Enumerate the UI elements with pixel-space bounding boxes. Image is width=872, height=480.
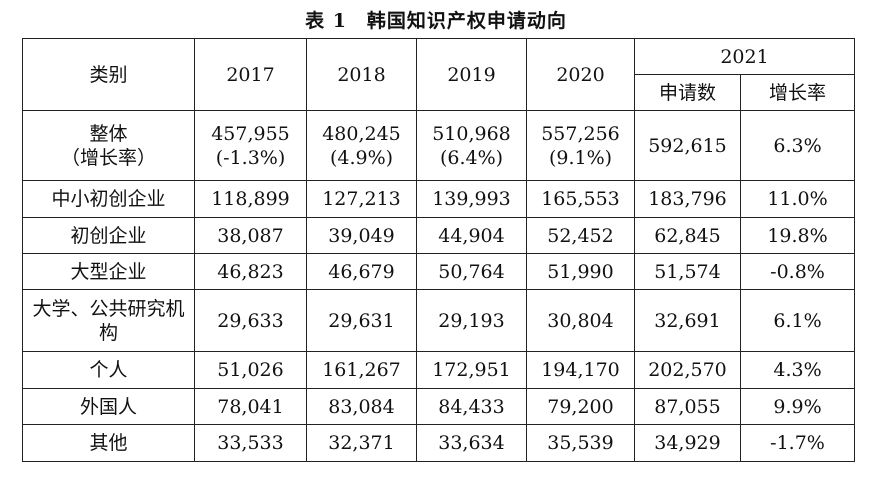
row-category: 大学、公共研究机 构 xyxy=(22,289,195,352)
cell-2021-growth: -0.8% xyxy=(739,253,856,290)
growth-note: (9.1%) xyxy=(548,146,613,169)
header-year-2018: 2018 xyxy=(306,38,417,111)
table-row: 个人 51,026 161,267 172,951 194,170 202,57… xyxy=(22,351,856,389)
cell-2017: 46,823 xyxy=(194,253,307,290)
cell-2019: 29,193 xyxy=(416,289,527,352)
cell-2020: 165,553 xyxy=(526,180,635,218)
cell-2017: 118,899 xyxy=(194,180,307,218)
cell-2018: 83,084 xyxy=(306,388,417,425)
cell-2020: 35,539 xyxy=(526,424,635,462)
cell-2019: 510,968 (6.4%) xyxy=(416,110,527,181)
table-row: 中小初创企业 118,899 127,213 139,993 165,553 1… xyxy=(22,180,856,218)
cell-2021-growth: 11.0% xyxy=(739,180,856,218)
cell-2021-applications: 592,615 xyxy=(634,110,741,181)
row-category: 大型企业 xyxy=(22,253,195,290)
table-row: 初创企业 38,087 39,049 44,904 52,452 62,845 … xyxy=(22,217,856,254)
header-year-2017: 2017 xyxy=(194,38,307,111)
cell-2020: 79,200 xyxy=(526,388,635,425)
category-note: （增长率） xyxy=(60,146,156,169)
cell-2018: 480,245 (4.9%) xyxy=(306,110,417,181)
row-category: 其他 xyxy=(22,424,195,462)
cell-2021-growth: 4.3% xyxy=(739,351,856,389)
ip-application-table: 类别 2017 2018 2019 2020 2021 申请数 增长率 整体 （… xyxy=(22,38,856,462)
growth-note: (-1.3%) xyxy=(215,146,286,169)
header-year-2019: 2019 xyxy=(416,38,527,111)
cell-2017: 38,087 xyxy=(194,217,307,254)
cell-2018: 29,631 xyxy=(306,289,417,352)
cell-2020: 557,256 (9.1%) xyxy=(526,110,635,181)
cell-2019: 44,904 xyxy=(416,217,527,254)
growth-note: (4.9%) xyxy=(329,146,394,169)
cell-2018: 161,267 xyxy=(306,351,417,389)
table-title: 表 1 韩国知识产权申请动向 xyxy=(305,10,567,32)
table-row: 整体 （增长率） 457,955 (-1.3%) 480,245 (4.9%) 51… xyxy=(22,110,856,181)
cell-2021-applications: 51,574 xyxy=(634,253,741,290)
header-year-2021: 2021 xyxy=(633,38,856,75)
cell-2017: 51,026 xyxy=(194,351,307,389)
cell-2021-growth: -1.7% xyxy=(739,424,856,462)
cell-2021-applications: 202,570 xyxy=(634,351,741,389)
cell-2019: 139,993 xyxy=(416,180,527,218)
cell-2021-applications: 32,691 xyxy=(634,289,741,352)
cell-2020: 194,170 xyxy=(526,351,635,389)
cell-2018: 46,679 xyxy=(306,253,417,290)
table-row: 大型企业 46,823 46,679 50,764 51,990 51,574 … xyxy=(22,253,856,290)
row-category: 外国人 xyxy=(22,388,195,425)
value: 480,245 xyxy=(322,122,401,145)
cell-2019: 84,433 xyxy=(416,388,527,425)
cell-2019: 50,764 xyxy=(416,253,527,290)
cell-2020: 30,804 xyxy=(526,289,635,352)
table-row: 外国人 78,041 83,084 84,433 79,200 87,055 9… xyxy=(22,388,856,425)
cell-2017: 78,041 xyxy=(194,388,307,425)
cell-2021-growth: 19.8% xyxy=(739,217,856,254)
cell-2020: 52,452 xyxy=(526,217,635,254)
cell-2020: 51,990 xyxy=(526,253,635,290)
cell-2019: 33,634 xyxy=(416,424,527,462)
cell-2017: 29,633 xyxy=(194,289,307,352)
growth-note: (6.4%) xyxy=(439,146,504,169)
value: 457,955 xyxy=(211,122,290,145)
value: 510,968 xyxy=(432,122,511,145)
cell-2021-applications: 34,929 xyxy=(634,424,741,462)
header-growth-rate: 增长率 xyxy=(739,74,856,111)
category-label: 整体 xyxy=(89,122,128,145)
cell-2019: 172,951 xyxy=(416,351,527,389)
category-label-cont: 构 xyxy=(98,321,118,344)
row-category: 整体 （增长率） xyxy=(22,110,195,181)
cell-2017: 33,533 xyxy=(194,424,307,462)
cell-2018: 127,213 xyxy=(306,180,417,218)
header-category: 类别 xyxy=(22,38,195,111)
row-category: 个人 xyxy=(22,351,195,389)
header-year-2020: 2020 xyxy=(526,38,635,111)
cell-2021-applications: 183,796 xyxy=(634,180,741,218)
cell-2017: 457,955 (-1.3%) xyxy=(194,110,307,181)
cell-2021-growth: 9.9% xyxy=(739,388,856,425)
row-category: 中小初创企业 xyxy=(22,180,195,218)
cell-2018: 39,049 xyxy=(306,217,417,254)
header-applications: 申请数 xyxy=(634,74,741,111)
value: 557,256 xyxy=(541,122,620,145)
cell-2021-applications: 87,055 xyxy=(634,388,741,425)
table-row: 其他 33,533 32,371 33,634 35,539 34,929 -1… xyxy=(22,424,856,462)
cell-2021-growth: 6.3% xyxy=(739,110,856,181)
cell-2021-growth: 6.1% xyxy=(739,289,856,352)
category-label: 大学、公共研究机 xyxy=(32,297,185,320)
row-category: 初创企业 xyxy=(22,217,195,254)
cell-2021-applications: 62,845 xyxy=(634,217,741,254)
cell-2018: 32,371 xyxy=(306,424,417,462)
table-row: 大学、公共研究机 构 29,633 29,631 29,193 30,804 3… xyxy=(22,289,856,352)
